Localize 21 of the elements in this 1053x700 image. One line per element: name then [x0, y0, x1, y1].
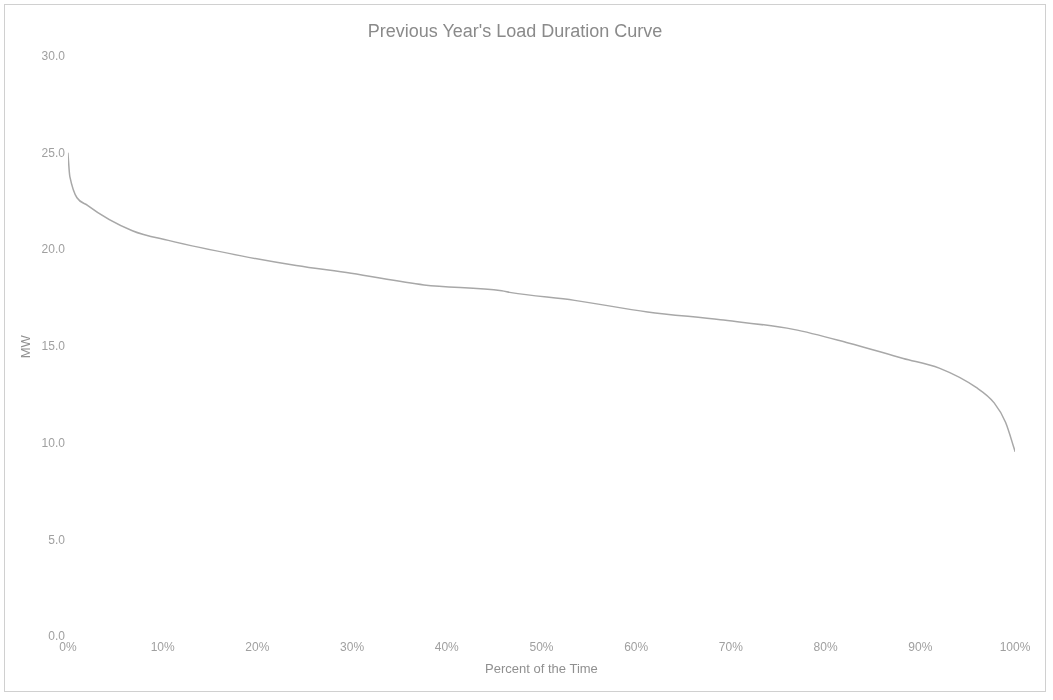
y-tick-label: 5.0: [48, 532, 66, 547]
y-tick-label: 30.0: [41, 48, 66, 63]
x-tick-label: 10%: [150, 639, 175, 654]
y-tick-label: 10.0: [41, 435, 66, 450]
x-tick-label: 30%: [340, 639, 365, 654]
x-tick-label: 70%: [718, 639, 744, 654]
chart-title: Previous Year's Load Duration Curve: [367, 20, 663, 41]
x-tick-label: 50%: [529, 639, 554, 654]
x-tick-label: 60%: [624, 639, 649, 654]
y-tick-label: 15.0: [41, 339, 66, 354]
line-series: [67, 152, 1015, 453]
y-tick-label: 20.0: [41, 242, 66, 257]
y-tick-label: 25.0: [41, 145, 66, 160]
x-tick-label: 20%: [245, 639, 270, 654]
x-axis-title: Percent of the Time: [485, 660, 598, 676]
y-axis-title: MW: [18, 334, 34, 359]
x-tick-label: 0%: [59, 639, 77, 654]
x-tick-label: 90%: [908, 639, 933, 654]
x-tick-label: 100%: [999, 639, 1031, 654]
x-tick-label: 40%: [434, 639, 460, 654]
x-tick-label: 80%: [813, 639, 838, 654]
